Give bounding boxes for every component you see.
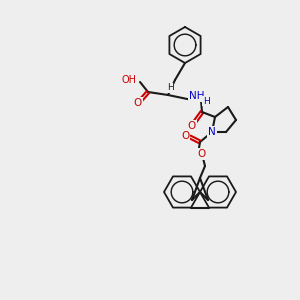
Text: O: O	[188, 121, 196, 131]
Text: O: O	[198, 149, 206, 159]
Text: N: N	[208, 127, 216, 137]
Text: O: O	[181, 131, 189, 141]
Text: H: H	[202, 97, 209, 106]
Text: NH: NH	[189, 91, 205, 101]
Text: OH: OH	[121, 75, 136, 85]
Text: H: H	[167, 83, 173, 92]
Text: O: O	[134, 98, 142, 108]
